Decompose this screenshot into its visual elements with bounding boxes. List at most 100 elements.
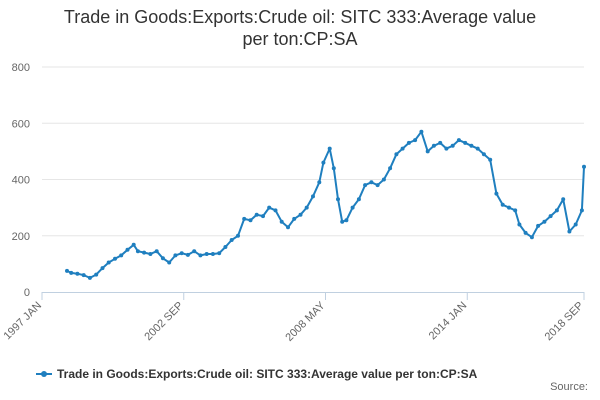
data-point [254, 212, 259, 217]
data-point [304, 205, 309, 210]
y-tick-label: 400 [12, 175, 30, 187]
data-point [536, 223, 541, 228]
chart-title: Trade in Goods:Exports:Crude oil: SITC 3… [0, 6, 600, 50]
data-point [217, 251, 222, 256]
data-point [173, 253, 178, 258]
data-point [65, 268, 69, 273]
data-point [513, 208, 518, 213]
data-point [87, 275, 92, 280]
chart-title-line-2: per ton:CP:SA [242, 29, 358, 49]
data-point [529, 235, 534, 240]
data-point [106, 260, 111, 265]
data-point [406, 140, 411, 145]
data-point [279, 219, 284, 224]
data-point [494, 191, 499, 196]
data-point [523, 230, 528, 235]
data-point [192, 249, 197, 254]
data-point [261, 214, 265, 219]
legend-item[interactable]: Trade in Goods:Exports:Crude oil: SITC 3… [36, 367, 477, 381]
data-point [119, 253, 124, 258]
data-point [75, 271, 80, 276]
data-point [444, 146, 449, 151]
data-point [554, 208, 559, 213]
data-point [375, 183, 380, 188]
x-tick-label: 2014 JAN [427, 300, 470, 343]
data-point [286, 225, 290, 230]
data-point [311, 194, 315, 199]
data-point [548, 214, 553, 219]
data-point [394, 152, 399, 157]
data-point [81, 273, 86, 278]
legend-dot [41, 371, 47, 377]
data-point [350, 205, 355, 210]
data-point [148, 252, 153, 256]
y-tick-label: 200 [12, 231, 30, 243]
data-point [317, 180, 322, 185]
data-point [229, 238, 234, 242]
data-point [450, 143, 455, 148]
data-point [185, 252, 190, 257]
data-point [475, 146, 480, 151]
data-point [542, 219, 547, 224]
data-point [425, 149, 430, 154]
x-tick-label: 2018 SEP [543, 300, 587, 344]
data-point [579, 208, 584, 213]
data-point [381, 177, 386, 182]
data-point [573, 222, 578, 227]
data-point [223, 245, 228, 249]
data-point [125, 247, 130, 252]
data-point [340, 219, 345, 224]
data-point [336, 197, 340, 202]
data-point [517, 222, 522, 227]
chart-title-line-1: Trade in Goods:Exports:Crude oil: SITC 3… [63, 7, 537, 27]
data-point [154, 249, 159, 254]
data-point [179, 251, 184, 256]
data-point [267, 205, 272, 210]
data-point [567, 229, 572, 234]
data-point [431, 143, 436, 148]
data-point [298, 212, 303, 217]
data-point [327, 146, 332, 151]
data-point [248, 218, 253, 223]
data-point [469, 143, 474, 148]
data-point [131, 242, 136, 247]
x-tick-label: 2008 MAY [283, 299, 328, 344]
data-point [400, 146, 405, 151]
data-point [204, 252, 209, 256]
data-point [356, 197, 361, 202]
data-point [94, 272, 99, 277]
data-point [456, 138, 461, 143]
data-point [561, 197, 566, 202]
data-point [142, 250, 147, 255]
y-tick-label: 0 [24, 287, 30, 299]
data-point [236, 233, 240, 238]
legend-series-symbol-icon [36, 369, 52, 379]
legend-label: Trade in Goods:Exports:Crude oil: SITC 3… [57, 367, 478, 381]
data-point [481, 152, 486, 157]
data-point [363, 183, 368, 188]
data-point [413, 138, 418, 143]
data-point [488, 157, 493, 162]
data-point [273, 208, 278, 213]
x-tick-label: 2002 SEP [142, 300, 186, 344]
data-point [242, 216, 247, 221]
data-point [113, 256, 117, 261]
source-label: Source: [550, 381, 588, 393]
data-point [69, 270, 74, 275]
data-point [419, 129, 424, 134]
data-point [100, 266, 105, 271]
data-point [210, 252, 215, 256]
data-point [292, 216, 297, 221]
data-point [135, 249, 140, 254]
data-point [388, 166, 393, 171]
series-line [66, 130, 585, 279]
data-point [438, 140, 443, 145]
x-tick-label: 1997 JAN [1, 300, 44, 343]
y-tick-label: 600 [12, 118, 30, 130]
data-point [500, 202, 505, 207]
y-tick-label: 800 [12, 62, 30, 74]
data-point [463, 140, 468, 145]
data-point [582, 164, 586, 169]
